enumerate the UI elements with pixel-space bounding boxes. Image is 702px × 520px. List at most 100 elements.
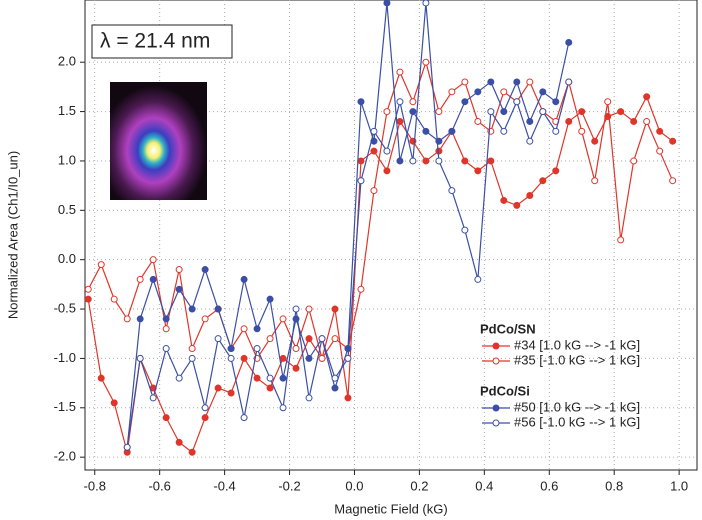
data-point [253, 374, 261, 382]
legend-label: #56 [-1.0 kG --> 1 kG] [514, 414, 640, 429]
data-point [526, 137, 534, 145]
data-point [279, 404, 287, 412]
data-point [578, 108, 586, 116]
data-point [149, 256, 157, 264]
data-point [539, 108, 547, 116]
data-point [85, 285, 92, 293]
data-point [643, 117, 651, 125]
data-point [396, 157, 404, 165]
data-point [552, 127, 560, 135]
data-point [123, 443, 131, 451]
legend-marker [492, 404, 500, 412]
data-point [188, 448, 196, 456]
data-point [292, 345, 300, 353]
y-tick-label: -0.5 [54, 300, 76, 315]
data-point [357, 98, 365, 106]
data-point [136, 315, 144, 323]
inset-image [110, 82, 207, 200]
data-point [149, 275, 157, 283]
data-point [461, 78, 469, 86]
y-tick-label: -1.5 [54, 399, 76, 414]
data-point [487, 108, 495, 116]
legend-marker [492, 357, 500, 365]
data-point [526, 78, 534, 86]
data-point [162, 325, 170, 333]
data-point [123, 315, 131, 323]
data-point [279, 354, 287, 362]
series-line [87, 60, 674, 360]
data-point [617, 108, 625, 116]
data-point [474, 117, 482, 125]
data-point [188, 354, 196, 362]
data-point [370, 127, 378, 135]
data-point [201, 404, 209, 412]
data-point [240, 275, 248, 283]
data-point [500, 88, 508, 96]
data-point [591, 177, 599, 185]
data-point [357, 177, 365, 185]
data-point [110, 399, 118, 407]
data-point [266, 374, 274, 382]
y-tick-label: 2.0 [58, 54, 76, 69]
data-point [240, 325, 248, 333]
data-point [565, 117, 573, 125]
data-point [461, 226, 469, 234]
data-point [331, 374, 339, 382]
data-point [526, 192, 534, 200]
data-point [656, 147, 664, 155]
data-point [617, 236, 625, 244]
data-point [331, 305, 339, 313]
data-point [357, 157, 365, 165]
data-point [201, 414, 209, 422]
annotation-box [91, 24, 233, 59]
legend-title: PdCo/SN [480, 321, 536, 336]
data-point [214, 384, 222, 392]
data-point [162, 315, 170, 323]
data-point [318, 335, 326, 343]
x-tick-label: 0.4 [475, 478, 493, 493]
legend-label: #50 [1.0 kG --> -1 kG] [514, 399, 640, 414]
data-point [630, 117, 638, 125]
x-tick-label: 0.0 [345, 478, 363, 493]
y-tick-label: 0.5 [58, 202, 76, 217]
data-point [422, 58, 430, 66]
data-point [396, 98, 404, 106]
data-point [656, 127, 664, 135]
x-tick-label: 0.6 [540, 478, 558, 493]
data-point [643, 93, 651, 101]
data-point [669, 177, 677, 185]
data-point [266, 384, 274, 392]
data-point [149, 394, 157, 402]
series-line [87, 95, 674, 454]
y-tick-label: -1.0 [54, 350, 76, 365]
y-tick-label: -2.0 [54, 449, 76, 464]
data-point [136, 275, 144, 283]
data-point [526, 117, 534, 125]
data-point [539, 177, 547, 185]
data-point [435, 108, 443, 116]
data-point [279, 374, 287, 382]
legend-marker [492, 419, 500, 427]
data-point [357, 285, 365, 293]
data-point [448, 127, 456, 135]
data-point [175, 374, 183, 382]
legend-marker [492, 342, 500, 350]
x-tick-label: -0.4 [213, 478, 235, 493]
data-point [305, 305, 313, 313]
legend-label: #34 [1.0 kG --> -1 kG] [514, 337, 640, 352]
data-point [331, 335, 339, 343]
y-axis-label: Normalized Area (Ch1/I0_un) [5, 151, 20, 319]
data-point [474, 275, 482, 283]
plot-area [85, 0, 677, 456]
data-point [292, 305, 300, 313]
data-point [240, 354, 248, 362]
data-point [175, 438, 183, 446]
data-point [422, 157, 430, 165]
y-tick-label: 1.0 [58, 152, 76, 167]
data-point [85, 295, 92, 303]
data-point [279, 315, 287, 323]
data-point [448, 187, 456, 195]
y-tick-label: 0.0 [58, 251, 76, 266]
data-point [344, 394, 352, 402]
